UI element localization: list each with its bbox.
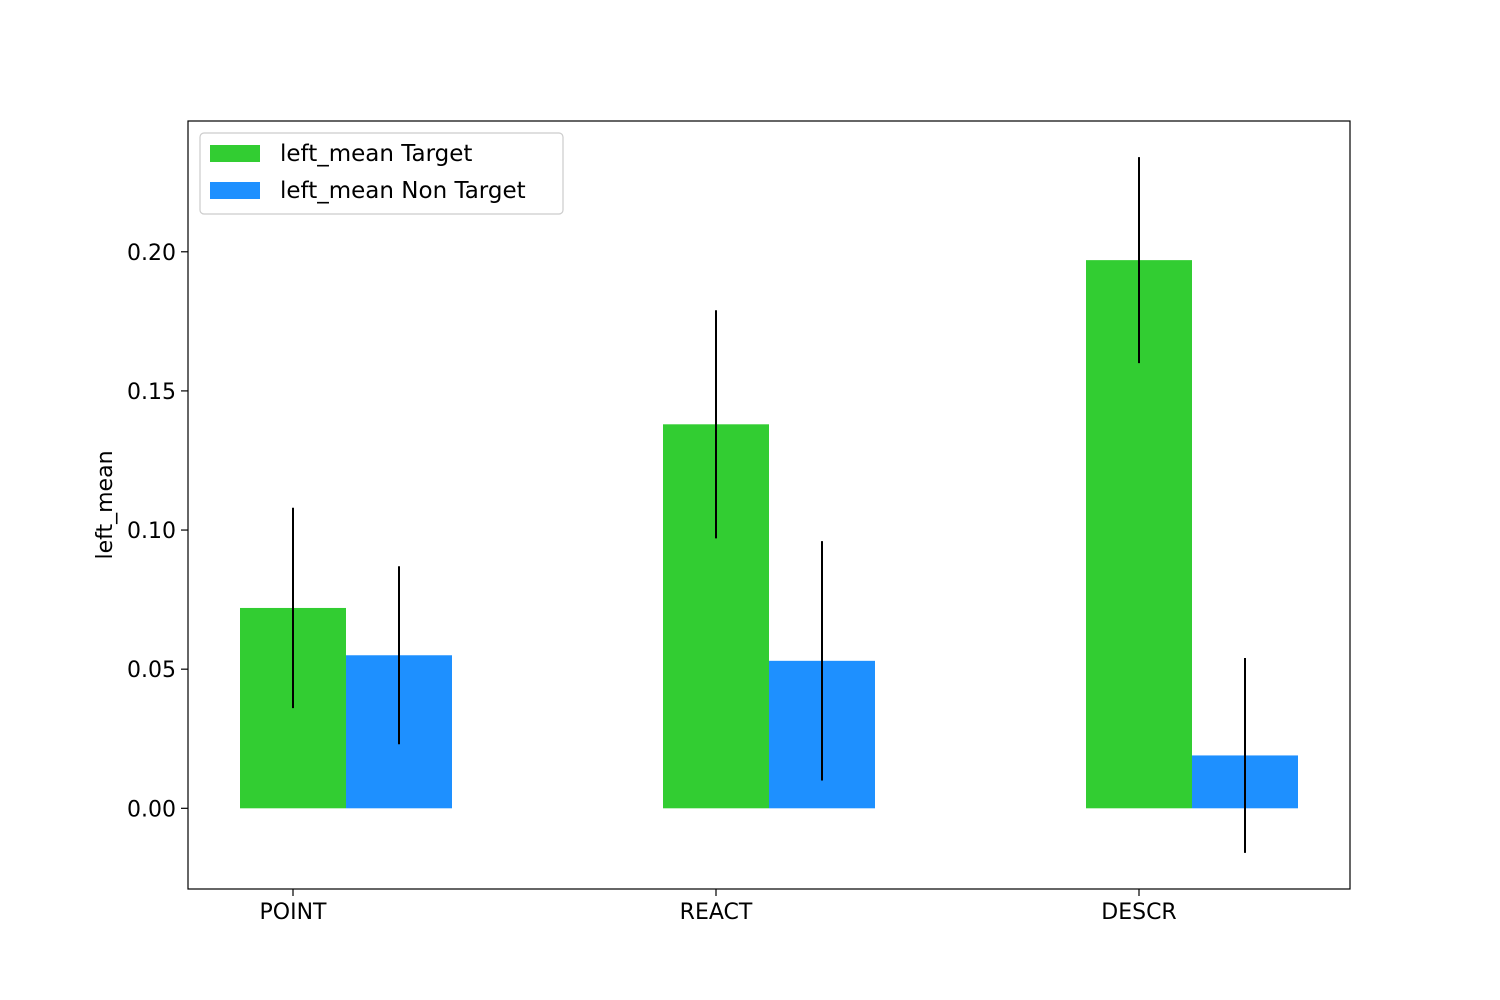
legend-label-non-target: left_mean Non Target [280,178,526,204]
y-axis: 0.00 0.05 0.10 0.15 0.20 [127,241,188,822]
y-axis-label: left_mean [93,450,118,559]
x-tick-label-react: REACT [680,900,753,925]
y-tick-label: 0.20 [127,241,176,266]
legend-label-target: left_mean Target [280,141,472,167]
y-tick-label: 0.05 [127,658,176,683]
y-tick-label: 0.15 [127,380,176,405]
x-tick-label-point: POINT [260,900,328,925]
y-tick-label: 0.10 [127,519,176,544]
x-axis: POINT REACT DESCR [260,889,1177,925]
error-bars-layer [292,157,1246,853]
legend-swatch-non-target [210,182,260,199]
legend-swatch-target [210,145,260,162]
y-tick-label: 0.00 [127,797,176,822]
legend: left_mean Target left_mean Non Target [199,132,564,215]
x-tick-label-descr: DESCR [1101,900,1176,925]
legend-box [199,132,564,215]
axes-frame [187,120,1351,890]
